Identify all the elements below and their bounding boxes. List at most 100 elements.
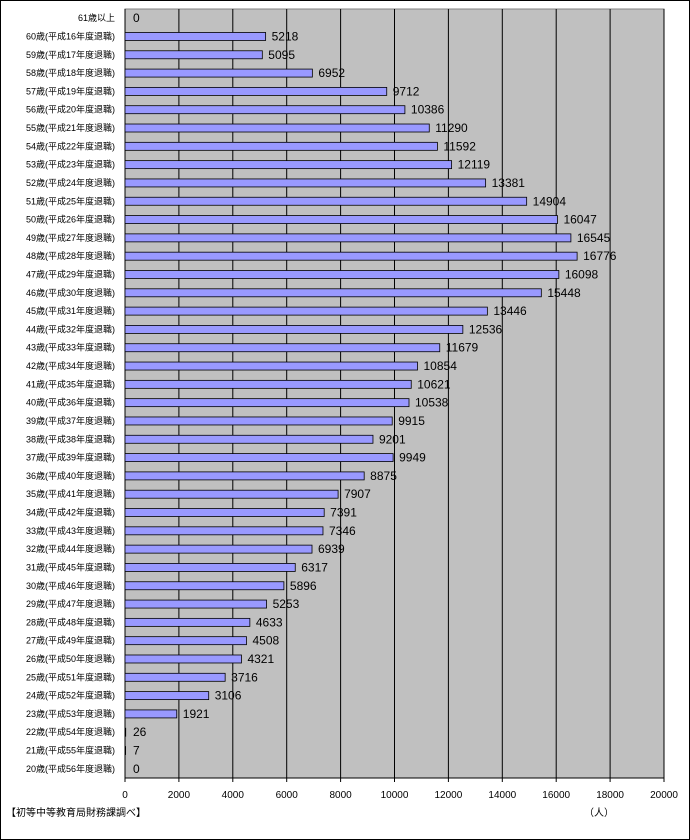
bar-10 (124, 196, 528, 206)
bar-13 (124, 251, 578, 261)
bar-9 (124, 178, 487, 188)
x-tick-label: 8000 (329, 790, 352, 801)
category-label: 46歳(平成30年度退職) (26, 287, 115, 298)
bar-8 (124, 160, 453, 170)
category-label: 35歳(平成41年度退職) (26, 488, 115, 499)
category-label: 29歳(平成47年度退職) (26, 598, 115, 609)
category-label: 61歳以上 (78, 12, 115, 23)
bars (124, 32, 578, 755)
bar-38 (124, 709, 178, 719)
gridlines (124, 9, 665, 782)
data-label: 0 (133, 11, 140, 25)
bar-30 (124, 563, 296, 572)
bar-36 (124, 672, 226, 682)
category-label: 39歳(平成37年度退職) (26, 415, 115, 426)
category-label: 41歳(平成35年度退職) (26, 378, 115, 389)
data-label: 7 (133, 744, 140, 758)
data-label: 10854 (424, 359, 458, 373)
bar-34 (124, 636, 247, 646)
bar-5 (124, 105, 406, 115)
data-label: 9712 (393, 84, 420, 98)
category-label: 50歳(平成26年度退職) (26, 214, 115, 225)
bar-22 (124, 416, 393, 426)
bar-27 (124, 508, 325, 517)
bar-40 (124, 746, 127, 755)
data-label: 13446 (493, 304, 527, 318)
data-label: 16098 (565, 267, 599, 281)
x-tick-label: 4000 (222, 790, 245, 801)
category-label: 54歳(平成22年度退職) (26, 140, 115, 151)
bar-11 (124, 215, 558, 224)
category-label: 27歳(平成49年度退職) (26, 635, 115, 646)
data-label: 11592 (443, 139, 476, 153)
category-label: 42歳(平成34年度退職) (26, 360, 115, 371)
category-label: 49歳(平成27年度退職) (26, 232, 115, 243)
bar-29 (124, 544, 313, 554)
data-label: 7391 (330, 506, 357, 520)
data-label: 11290 (435, 121, 468, 135)
bar-21 (124, 398, 410, 408)
category-label: 59歳(平成17年度退職) (26, 49, 115, 60)
data-label: 10621 (417, 377, 451, 391)
data-label: 13381 (492, 176, 526, 190)
data-label: 16545 (577, 231, 611, 245)
bar-12 (124, 233, 572, 243)
category-label: 36歳(平成40年度退職) (26, 470, 115, 481)
bar-20 (124, 379, 412, 389)
category-label: 37歳(平成39年度退職) (26, 452, 115, 463)
data-label: 3716 (231, 670, 258, 684)
category-label: 33歳(平成43年度退職) (26, 525, 115, 536)
category-label: 55歳(平成21年度退職) (26, 122, 115, 133)
category-label: 23歳(平成53年度退職) (26, 708, 115, 719)
category-label: 38歳(平成38年度退職) (26, 433, 115, 444)
category-label: 48歳(平成28年度退職) (26, 250, 115, 261)
bar-26 (124, 489, 339, 499)
category-label: 28歳(平成48年度退職) (26, 616, 115, 627)
data-label: 4633 (256, 615, 283, 629)
data-label: 9201 (379, 432, 406, 446)
data-label: 8875 (370, 469, 397, 483)
bar-17 (124, 325, 464, 334)
category-label: 43歳(平成33年度退職) (26, 342, 115, 353)
x-axis-unit: （人） (584, 807, 614, 819)
category-label: 24歳(平成52年度退職) (26, 690, 115, 701)
category-label: 47歳(平成29年度退職) (26, 268, 115, 279)
data-label: 9915 (398, 414, 425, 428)
data-label: 26 (133, 725, 147, 739)
data-label: 4321 (247, 652, 274, 666)
bar-28 (124, 526, 324, 536)
bar-32 (124, 599, 267, 609)
category-label: 57歳(平成19年度退職) (26, 85, 115, 96)
x-tick-labels: 0 2000 4000 6000 8000 10000 12000 14000 16000 180… (122, 790, 678, 801)
category-label: 58歳(平成18年度退職) (26, 67, 115, 78)
data-label: 3106 (215, 689, 242, 703)
data-label: 11679 (446, 341, 479, 355)
data-label: 7346 (329, 524, 356, 538)
bar-23 (124, 434, 374, 444)
category-label: 21歳(平成55年度退職) (26, 745, 115, 756)
bar-4 (124, 86, 388, 96)
bar-14 (124, 270, 560, 279)
x-tick-label: 12000 (434, 790, 462, 801)
data-label: 4508 (252, 634, 279, 648)
bar-16 (124, 306, 488, 316)
bar-2 (124, 50, 263, 60)
data-label: 16776 (583, 249, 617, 263)
category-label: 34歳(平成42年度退職) (26, 507, 115, 518)
category-label: 20歳(平成56年度退職) (26, 763, 115, 774)
bar-25 (124, 471, 365, 481)
x-tick-label: 6000 (276, 790, 299, 801)
data-label: 5218 (272, 29, 299, 43)
bar-35 (124, 654, 242, 664)
category-label: 52歳(平成24年度退職) (26, 177, 115, 188)
x-tick-label: 10000 (381, 790, 409, 801)
x-tick-label: 0 (122, 790, 128, 801)
data-labels: 0 5218 5095 6952 9712 10386 11290 11592 12119133… (133, 11, 617, 776)
x-tick-label: 2000 (168, 790, 191, 801)
category-labels: 61歳以上 60歳(平成16年度退職) 59歳(平成17年度退職) 58歳(平成18年… (26, 12, 115, 774)
data-label: 5095 (268, 48, 295, 62)
data-label: 10386 (411, 103, 445, 117)
bar-33 (124, 617, 251, 627)
data-label: 10538 (415, 396, 449, 410)
